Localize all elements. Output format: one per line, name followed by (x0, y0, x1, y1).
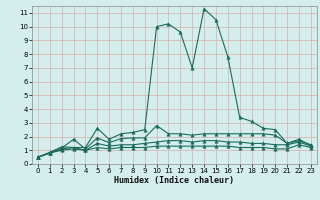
X-axis label: Humidex (Indice chaleur): Humidex (Indice chaleur) (115, 176, 234, 185)
